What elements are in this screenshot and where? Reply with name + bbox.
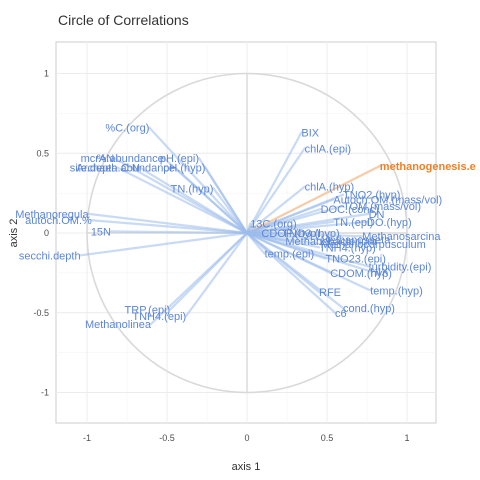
variable-label-41: RFE (319, 287, 341, 299)
vector-5 (138, 166, 249, 235)
variable-vectors (79, 126, 381, 326)
variable-label-26: DO.(hyp) (367, 217, 412, 229)
vector-18 (245, 164, 381, 235)
vector-33 (245, 231, 322, 241)
x-tick-label: 0 (244, 433, 249, 443)
variable-label-27: 13C.(org) (250, 218, 296, 230)
y-axis-label: axis 2 (8, 219, 20, 248)
y-tick-label: 0.5 (36, 148, 49, 158)
vector-11 (109, 230, 249, 235)
vector-26 (245, 220, 369, 235)
y-tick-label: 0 (44, 228, 49, 238)
vector-0 (148, 126, 249, 235)
vector-27 (245, 222, 252, 235)
variable-label-34: TNH4.(hyp) (319, 242, 376, 254)
variable-label-19: chlA.(hyp) (305, 182, 355, 194)
variable-label-11: 15N (91, 226, 111, 238)
variable-label-21: Autoch.OM.(mass/vol) (333, 195, 442, 207)
variable-label-6: Archaea.abundance (77, 163, 175, 175)
variable-label-36: TNO23.(epi) (325, 254, 386, 266)
x-axis-label: axis 1 (232, 461, 261, 473)
variable-label-40: temp.(hyp) (370, 285, 423, 297)
variable-label-3: pH.(epi) (160, 153, 199, 165)
vector-39 (245, 231, 372, 273)
vector-15 (149, 231, 249, 326)
vector-40 (245, 231, 372, 292)
variable-label-12: secchi.depth (19, 250, 81, 262)
variable-label-24: DN (369, 209, 385, 221)
y-tick-label: -0.5 (33, 308, 49, 318)
variable-label-31: Methanobacterium (285, 236, 376, 248)
variable-label-22: TOM.(mass/vol) (343, 201, 421, 213)
variable-label-37: turbidity.(epi) (369, 261, 432, 273)
variable-label-10: autoch.OM.% (25, 215, 92, 227)
vector-4 (116, 166, 249, 235)
vector-23 (245, 207, 322, 235)
variable-label-38: CDOM.(hyp) (330, 268, 392, 280)
variable-label-9: Methanoregula (15, 209, 89, 221)
x-tick-label: 0.5 (321, 433, 334, 443)
vector-10 (90, 219, 249, 235)
variable-label-30: Methanosarcina (362, 231, 441, 243)
variable-label-43: c6 (335, 308, 347, 320)
chart-title: Circle of Correlations (58, 12, 189, 28)
vector-14 (185, 231, 249, 318)
variable-label-13: TRP.(epi) (125, 305, 171, 317)
x-tick-label: -1 (83, 433, 91, 443)
variable-label-20: TNO2.(hyp) (343, 190, 400, 202)
variable-label-14: TNH4.(epi) (132, 311, 186, 323)
variable-label-39: HIX (370, 266, 389, 278)
vector-6 (173, 166, 249, 235)
variable-label-28: CDOP.(hyp) (261, 228, 319, 240)
variable-label-42: cond.(hyp) (343, 303, 395, 315)
variable-label-4: site.depth (70, 163, 118, 175)
variable-label-32: Methanocorpusculum (321, 239, 426, 251)
vector-8 (212, 187, 249, 235)
variable-label-15: Methanolinea (85, 319, 152, 331)
variable-label-0: %C.(org) (105, 123, 149, 135)
vector-12 (79, 231, 249, 257)
variable-label-7: pH.(hyp) (163, 163, 205, 175)
vector-42 (245, 231, 345, 310)
x-tick-label: 1 (404, 433, 409, 443)
variable-label-18: methanogenesis.e (380, 161, 476, 173)
variable-label-25: TN.(epi) (333, 217, 373, 229)
variable-label-29: TNO3.(hyp) (282, 228, 339, 240)
variable-label-8: TN.(hyp) (171, 183, 214, 195)
variable-label-2: mcrA.abundance (81, 153, 164, 165)
y-axis-ticks: 1 0.5 0 -0.5 -1 (33, 69, 49, 398)
variable-label-23: DOC.(conc) (321, 204, 379, 216)
y-tick-label: 1 (44, 69, 49, 79)
vector-30 (245, 231, 364, 238)
x-axis-ticks: -1 -0.5 0 0.5 1 (83, 433, 410, 443)
variable-label-35: temp.(epi) (265, 249, 315, 261)
variable-label-1: %N (96, 153, 114, 165)
vector-17 (245, 147, 306, 235)
vector-19 (245, 185, 306, 235)
variable-label-17: chlA.(epi) (305, 143, 351, 155)
vector-43 (245, 231, 337, 314)
variable-label-5: C:N (121, 163, 140, 175)
y-tick-label: -1 (41, 388, 49, 398)
x-tick-label: -0.5 (159, 433, 175, 443)
vector-16 (245, 131, 303, 235)
variable-label-33: Methanosaeta (321, 234, 392, 246)
variable-label-16: BIX (301, 128, 319, 140)
